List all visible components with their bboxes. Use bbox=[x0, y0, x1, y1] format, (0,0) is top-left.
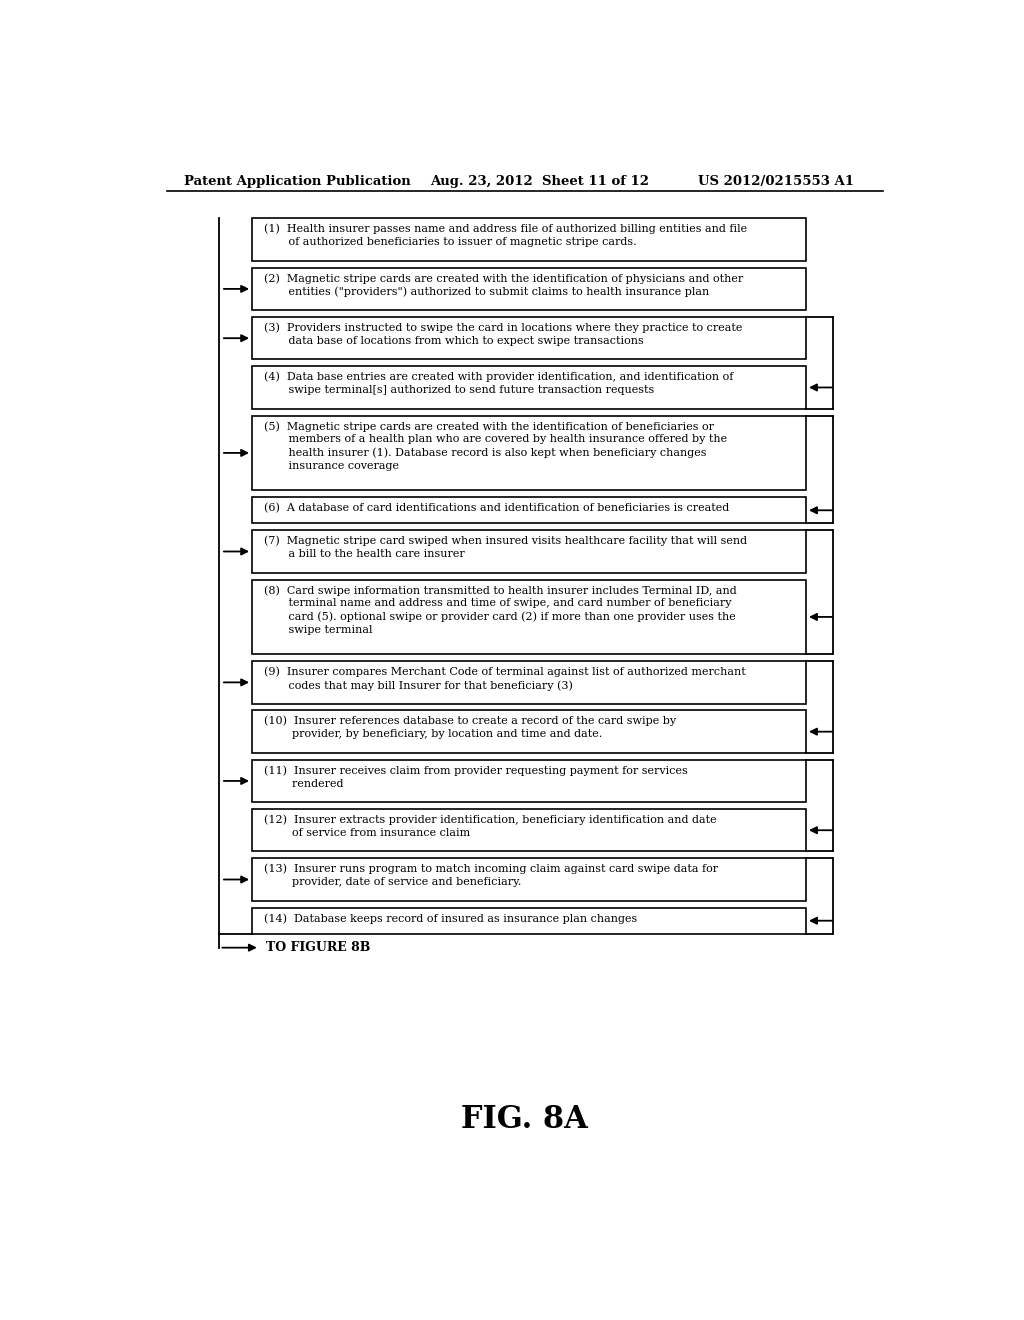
Bar bbox=[252, 317, 806, 359]
Bar bbox=[252, 367, 806, 409]
Text: (12)  Insurer extracts provider identification, beneficiary identification and d: (12) Insurer extracts provider identific… bbox=[263, 814, 716, 838]
Bar bbox=[252, 809, 806, 851]
Text: (5)  Magnetic stripe cards are created with the identification of beneficiaries : (5) Magnetic stripe cards are created wi… bbox=[263, 421, 727, 471]
Text: (8)  Card swipe information transmitted to health insurer includes Terminal ID, : (8) Card swipe information transmitted t… bbox=[263, 585, 736, 635]
Text: (4)  Data base entries are created with provider identification, and identificat: (4) Data base entries are created with p… bbox=[263, 372, 733, 395]
Text: (3)  Providers instructed to swipe the card in locations where they practice to : (3) Providers instructed to swipe the ca… bbox=[263, 322, 742, 346]
Bar bbox=[252, 760, 806, 803]
Bar bbox=[252, 661, 806, 704]
Text: (9)  Insurer compares Merchant Code of terminal against list of authorized merch: (9) Insurer compares Merchant Code of te… bbox=[263, 667, 745, 690]
Text: Patent Application Publication: Patent Application Publication bbox=[183, 176, 411, 189]
Text: (14)  Database keeps record of insured as insurance plan changes: (14) Database keeps record of insured as… bbox=[263, 913, 637, 924]
Text: TO FIGURE 8B: TO FIGURE 8B bbox=[266, 941, 371, 954]
Text: (13)  Insurer runs program to match incoming claim against card swipe data for
 : (13) Insurer runs program to match incom… bbox=[263, 863, 718, 887]
Bar bbox=[252, 416, 806, 490]
Text: Aug. 23, 2012  Sheet 11 of 12: Aug. 23, 2012 Sheet 11 of 12 bbox=[430, 176, 649, 189]
Bar bbox=[252, 218, 806, 261]
Bar bbox=[252, 710, 806, 752]
Bar bbox=[252, 858, 806, 900]
Text: US 2012/0215553 A1: US 2012/0215553 A1 bbox=[697, 176, 854, 189]
Bar bbox=[252, 579, 806, 655]
Text: (11)  Insurer receives claim from provider requesting payment for services
     : (11) Insurer receives claim from provide… bbox=[263, 766, 687, 788]
Text: (7)  Magnetic stripe card swiped when insured visits healthcare facility that wi: (7) Magnetic stripe card swiped when ins… bbox=[263, 536, 746, 560]
Text: (2)  Magnetic stripe cards are created with the identification of physicians and: (2) Magnetic stripe cards are created wi… bbox=[263, 273, 742, 297]
Text: (6)  A database of card identifications and identification of beneficiaries is c: (6) A database of card identifications a… bbox=[263, 503, 729, 513]
Bar bbox=[252, 908, 806, 933]
Bar bbox=[252, 268, 806, 310]
Text: (10)  Insurer references database to create a record of the card swipe by
      : (10) Insurer references database to crea… bbox=[263, 715, 676, 739]
Bar bbox=[252, 531, 806, 573]
Text: FIG. 8A: FIG. 8A bbox=[462, 1104, 588, 1135]
Bar bbox=[252, 498, 806, 524]
Text: (1)  Health insurer passes name and address file of authorized billing entities : (1) Health insurer passes name and addre… bbox=[263, 224, 746, 247]
